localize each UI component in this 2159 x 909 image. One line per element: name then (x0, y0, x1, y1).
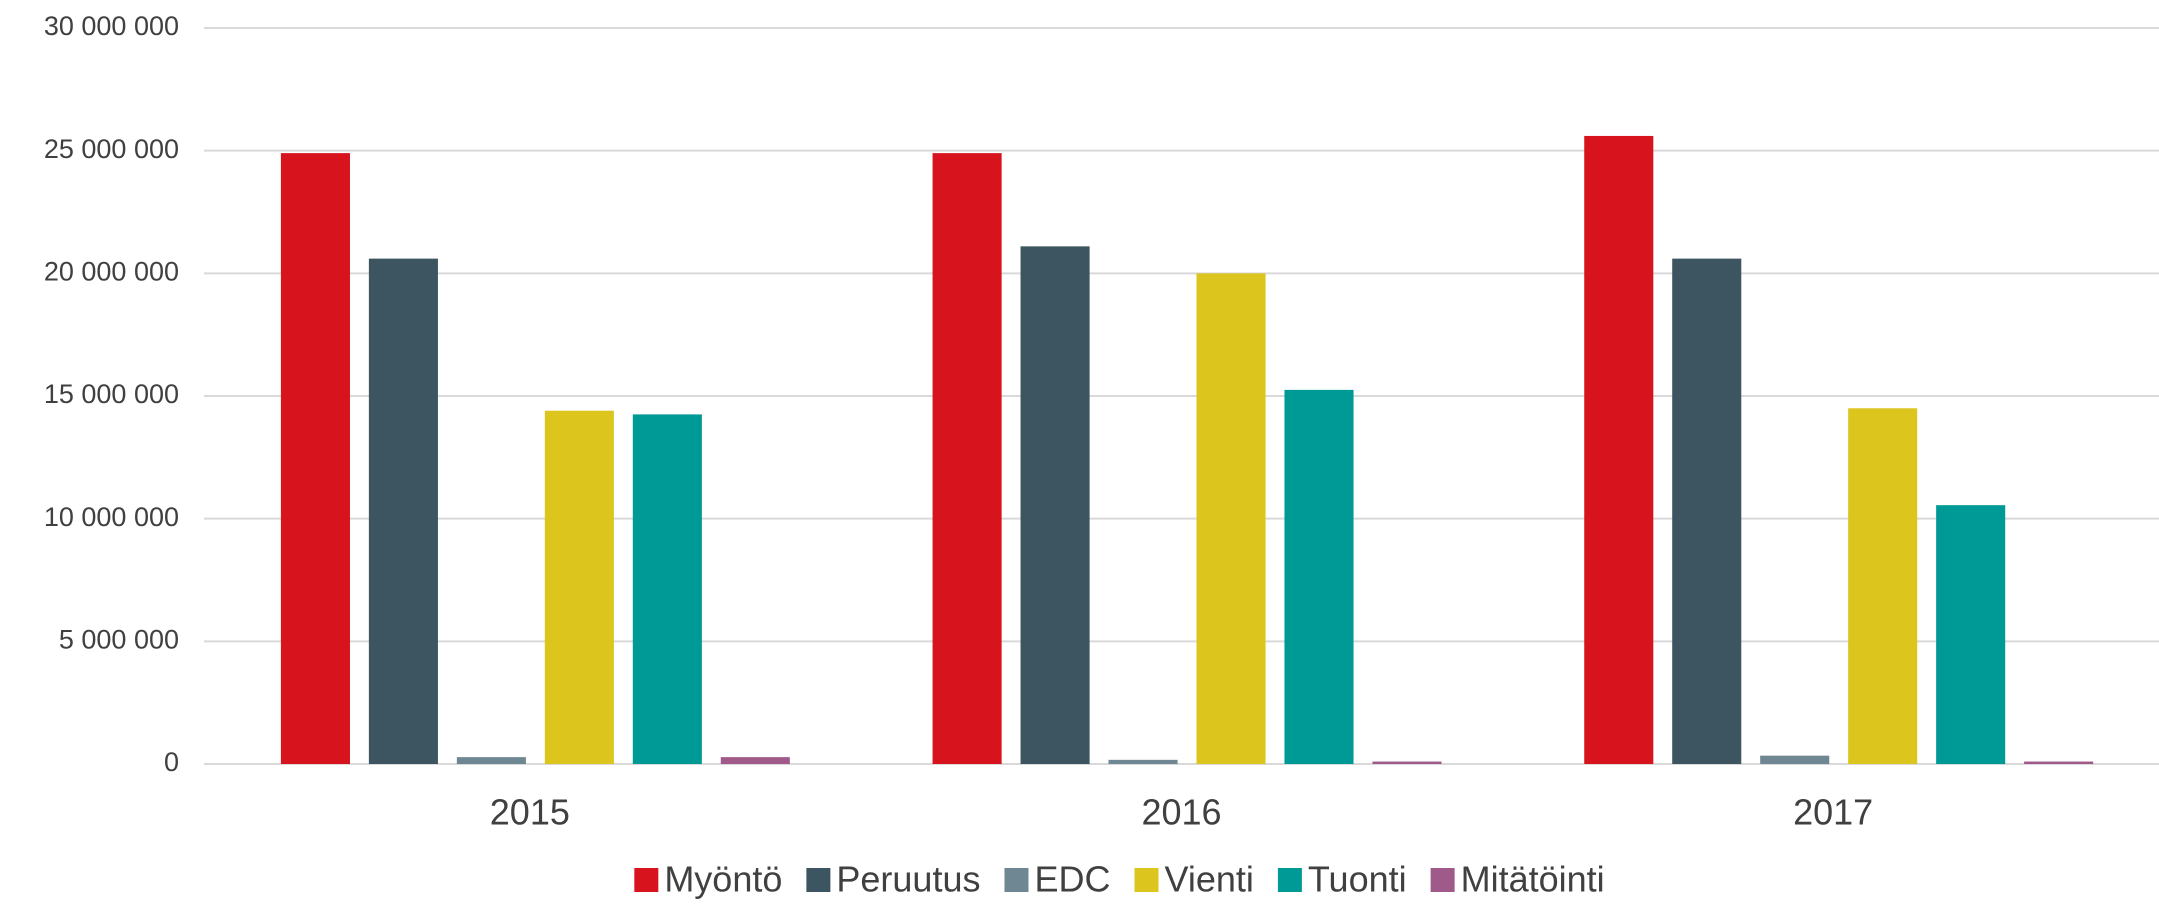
bar (1196, 273, 1266, 764)
legend-label: Vienti (1164, 859, 1253, 900)
bar (1672, 258, 1742, 764)
bar (368, 258, 438, 764)
bar (1936, 505, 2006, 764)
bar (932, 153, 1002, 764)
x-tick-label: 2016 (1141, 792, 1221, 833)
bar (1760, 755, 1830, 764)
bar (2024, 761, 2094, 764)
y-tick-label: 15 000 000 (44, 379, 179, 409)
bar (1108, 759, 1178, 764)
legend-label: Mitätöinti (1461, 859, 1605, 900)
x-tick-label: 2015 (490, 792, 570, 833)
legend-marker (1430, 868, 1455, 892)
bar (1584, 135, 1654, 765)
bar (1372, 761, 1442, 764)
bar (544, 410, 614, 764)
y-tick-label: 10 000 000 (44, 502, 179, 532)
y-tick-label: 0 (164, 747, 179, 777)
legend-marker (1277, 868, 1302, 892)
legend-marker (1004, 868, 1029, 892)
bar (1848, 408, 1918, 764)
legend-marker (634, 868, 659, 892)
x-tick-label: 2017 (1793, 792, 1873, 833)
y-tick-label: 20 000 000 (44, 256, 179, 286)
y-tick-label: 5 000 000 (59, 624, 179, 654)
y-tick-label: 25 000 000 (44, 134, 179, 164)
legend-label: Peruutus (836, 859, 980, 900)
bar (720, 757, 790, 764)
bar (456, 757, 526, 764)
bar (1284, 389, 1354, 764)
bar (280, 153, 350, 764)
bar (1020, 246, 1090, 764)
y-tick-label: 30 000 000 (44, 11, 179, 41)
legend-label: Myöntö (664, 859, 782, 900)
legend-label: Tuonti (1308, 859, 1407, 900)
legend-label: EDC (1034, 859, 1110, 900)
legend-marker (1134, 868, 1159, 892)
bar (632, 414, 702, 764)
legend-marker (806, 868, 831, 892)
